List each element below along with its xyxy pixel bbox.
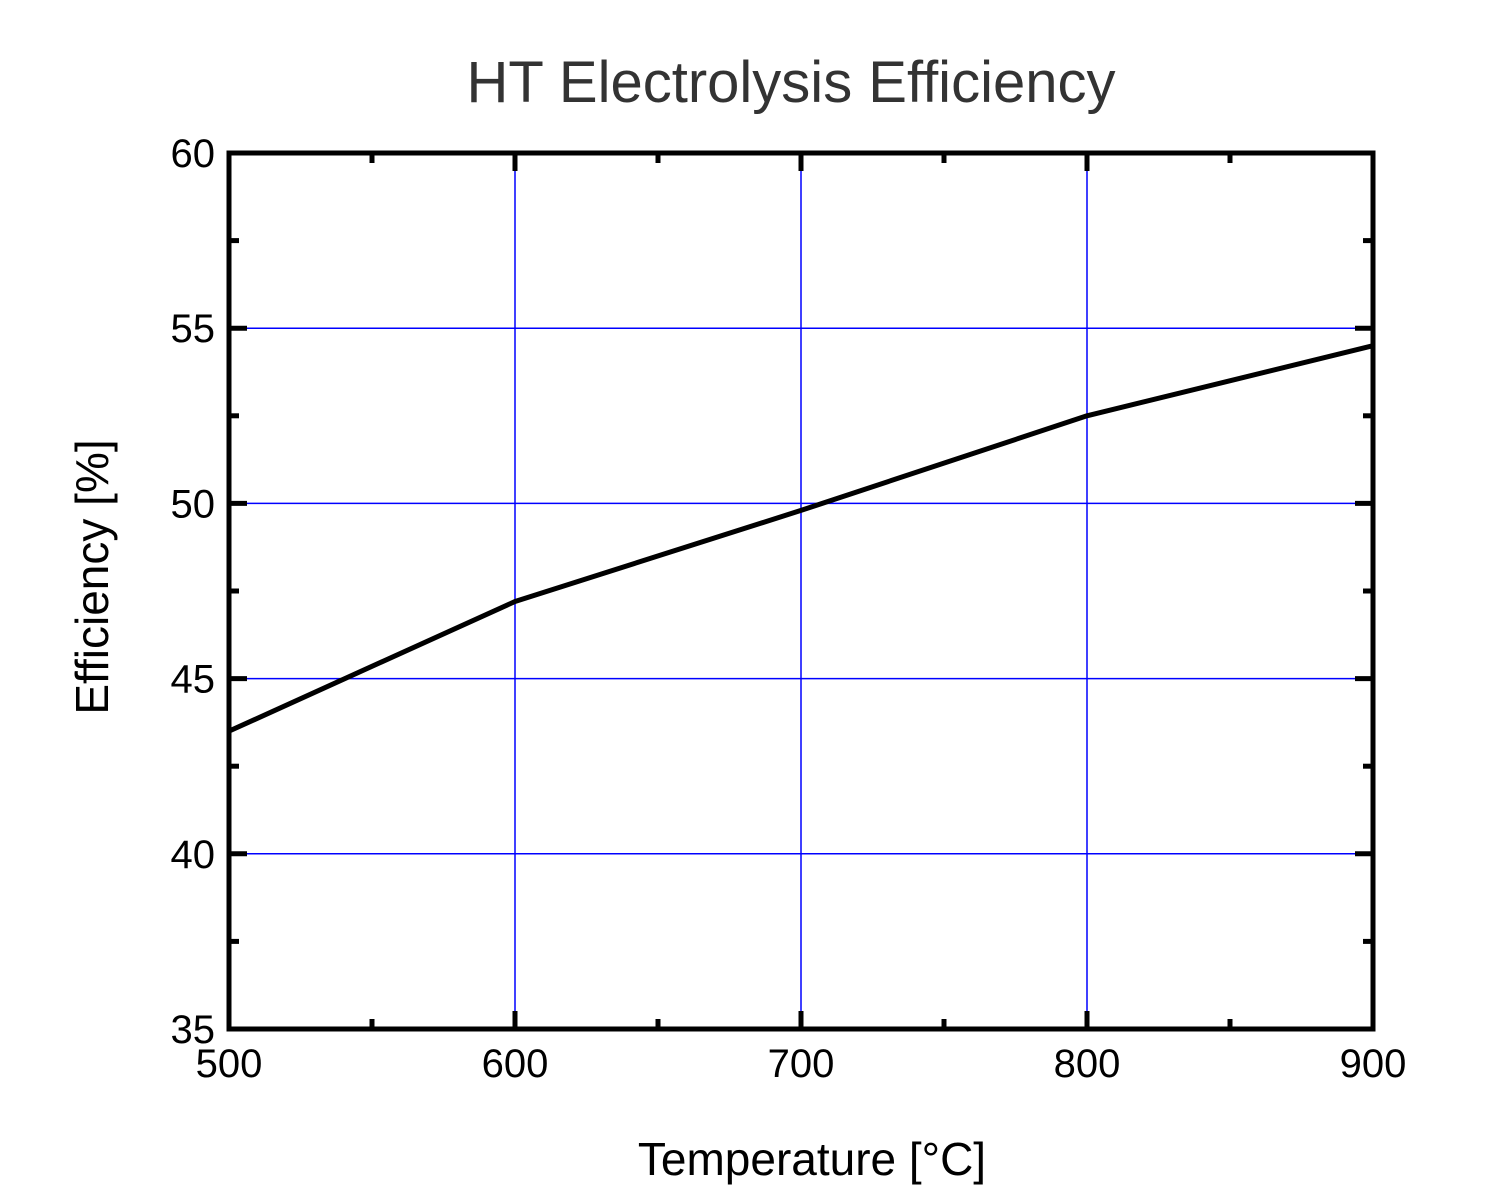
y-tick-label: 45 [171, 658, 216, 702]
y-tick-label: 40 [171, 833, 216, 877]
x-tick-label: 500 [196, 1042, 263, 1086]
y-tick-label: 60 [171, 132, 216, 176]
y-tick-label: 50 [171, 482, 216, 526]
y-axis-label: Efficiency [%] [66, 439, 118, 714]
x-tick-label: 700 [768, 1042, 835, 1086]
series-line-efficiency [227, 343, 1374, 734]
y-tick-label: 55 [171, 307, 216, 351]
x-tick-label: 800 [1054, 1042, 1121, 1086]
grid [229, 153, 1373, 1029]
y-tick-label: 35 [171, 1008, 216, 1052]
x-tick-label: 600 [482, 1042, 549, 1086]
ticks [226, 150, 1376, 1032]
x-tick-label: 900 [1340, 1042, 1407, 1086]
tick-labels: 500 600 700 800 900 35 40 45 50 55 60 [171, 132, 1407, 1086]
chart-title: HT Electrolysis Efficiency [467, 50, 1116, 115]
x-axis-label: Temperature [°C] [638, 1133, 986, 1185]
series-group [227, 343, 1374, 734]
